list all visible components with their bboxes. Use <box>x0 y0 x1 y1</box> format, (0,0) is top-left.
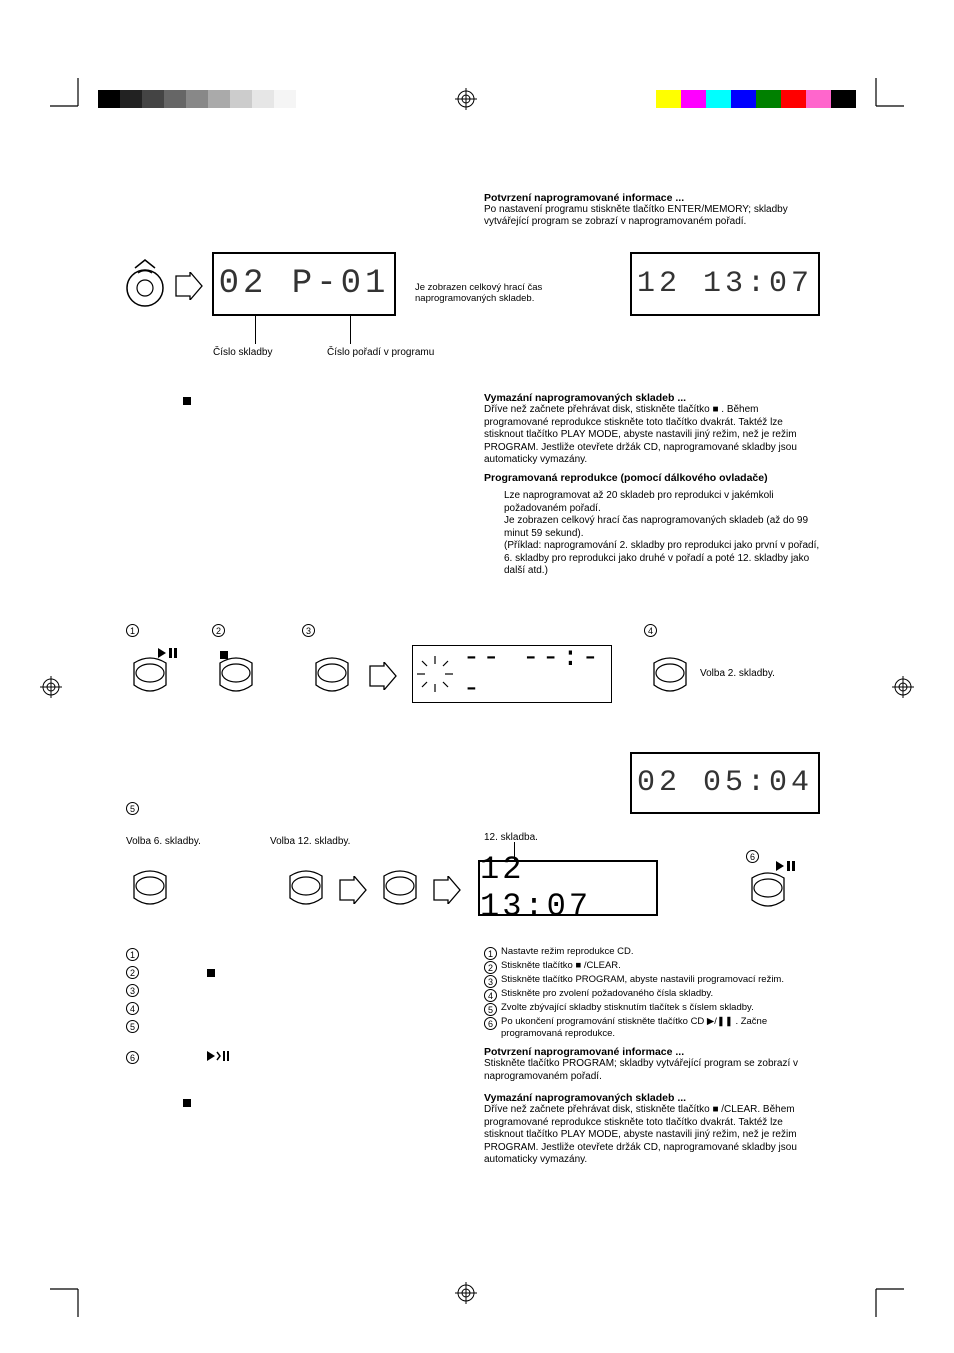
crop-mark-tl <box>50 78 90 118</box>
step-number: 5 <box>126 800 143 818</box>
label-volba2: Volba 2. skladby. <box>700 668 775 679</box>
lcd-total-time: 12 13:07 <box>630 252 820 316</box>
step-list-left: 1 2 3 4 5 6 <box>126 946 229 1066</box>
button-icon <box>746 870 790 912</box>
stop-icon <box>183 1094 191 1112</box>
button-icon <box>284 868 328 910</box>
crop-mark-br <box>864 1277 904 1317</box>
registration-target-bottom <box>455 1282 477 1309</box>
heading: Programovaná reprodukce (pomocí dálkovéh… <box>484 472 824 484</box>
lcd-text: -- --:-- <box>463 643 611 705</box>
section-confirm-2: Potvrzení naprogramované informace ... S… <box>484 1046 824 1083</box>
heading: Potvrzení naprogramované informace ... <box>484 1046 824 1058</box>
lcd-text: 12 13:07 <box>480 851 656 925</box>
step-number: 3 <box>302 622 319 640</box>
section-erase-2: Vymazání naprogramovaných skladeb ... Dř… <box>484 1092 824 1167</box>
section-prog-remote: Programovaná reprodukce (pomocí dálkovéh… <box>484 472 824 578</box>
heading: Potvrzení naprogramované informace ... <box>484 192 824 204</box>
label-volba6: Volba 6. skladby. <box>126 836 201 847</box>
step-number: 4 <box>644 622 661 640</box>
heading: Vymazání naprogramovaných skladeb ... <box>484 392 824 404</box>
body2: Je zobrazen celkový hrací čas naprogramo… <box>484 515 824 540</box>
body: Dříve než začnete přehrávat disk, stiskn… <box>484 404 824 467</box>
body3: (Příklad: naprogramování 2. skladby pro … <box>484 540 824 578</box>
step-number: 6 <box>746 848 763 866</box>
button-icon <box>310 655 354 697</box>
lcd-track2-time: 02 05:04 <box>630 752 820 814</box>
lcd-track12-time: 12 13:07 <box>478 860 658 916</box>
body1: Lze naprogramovat až 20 skladeb pro repr… <box>484 490 824 515</box>
button-icon <box>378 868 422 910</box>
lcd-text: 12 13:07 <box>637 267 813 301</box>
leader-line <box>255 316 256 344</box>
label-12skladba: 12. skladba. <box>484 832 538 843</box>
lcd-blank: -- --:-- <box>412 645 612 703</box>
button-icon <box>128 655 172 697</box>
section-confirm-program: Potvrzení naprogramované informace ... P… <box>484 192 824 228</box>
label-volba12: Volba 12. skladby. <box>270 836 350 847</box>
leader-line <box>350 316 351 344</box>
arrow-icon <box>338 876 368 904</box>
crop-mark-bl <box>50 1277 90 1317</box>
arrow-icon <box>174 272 204 300</box>
registration-target-top <box>455 88 477 115</box>
step-number: 1 <box>126 622 143 640</box>
label-program-number: Číslo pořadí v programu <box>327 347 434 358</box>
registration-target-left <box>40 676 62 703</box>
body: Po nastavení programu stiskněte tlačítko… <box>484 204 824 228</box>
heading: Vymazání naprogramovaných skladeb ... <box>484 1092 824 1104</box>
lcd-text: 02 05:04 <box>637 766 813 800</box>
button-icon <box>648 655 692 697</box>
lcd-program-slot: 02 P-01 <box>212 252 396 316</box>
step-number: 2 <box>212 622 229 640</box>
arrow-icon <box>368 662 398 690</box>
crop-mark-tr <box>864 78 904 118</box>
section-erase: Vymazání naprogramovaných skladeb ... Dř… <box>484 392 824 467</box>
body: Stiskněte tlačítko PROGRAM; skladby vytv… <box>484 1058 824 1083</box>
body: Dříve než začnete přehrávat disk, stiskn… <box>484 1104 824 1167</box>
button-icon <box>214 655 258 697</box>
button-icon <box>128 868 172 910</box>
stop-icon <box>183 392 191 410</box>
lcd1-caption: Je zobrazen celkový hrací čas naprogramo… <box>415 282 615 305</box>
enter-dial-icon <box>120 258 170 312</box>
color-bar-cmyk <box>656 90 856 108</box>
color-bar-gray <box>98 90 296 108</box>
arrow-icon <box>432 876 462 904</box>
label-track-number: Číslo skladby <box>213 347 272 358</box>
lcd-text: 02 P-01 <box>219 265 390 303</box>
steps-list-right: 1Nastavte režim reprodukce CD. 2Stisknět… <box>484 946 824 1041</box>
registration-target-right <box>892 676 914 703</box>
